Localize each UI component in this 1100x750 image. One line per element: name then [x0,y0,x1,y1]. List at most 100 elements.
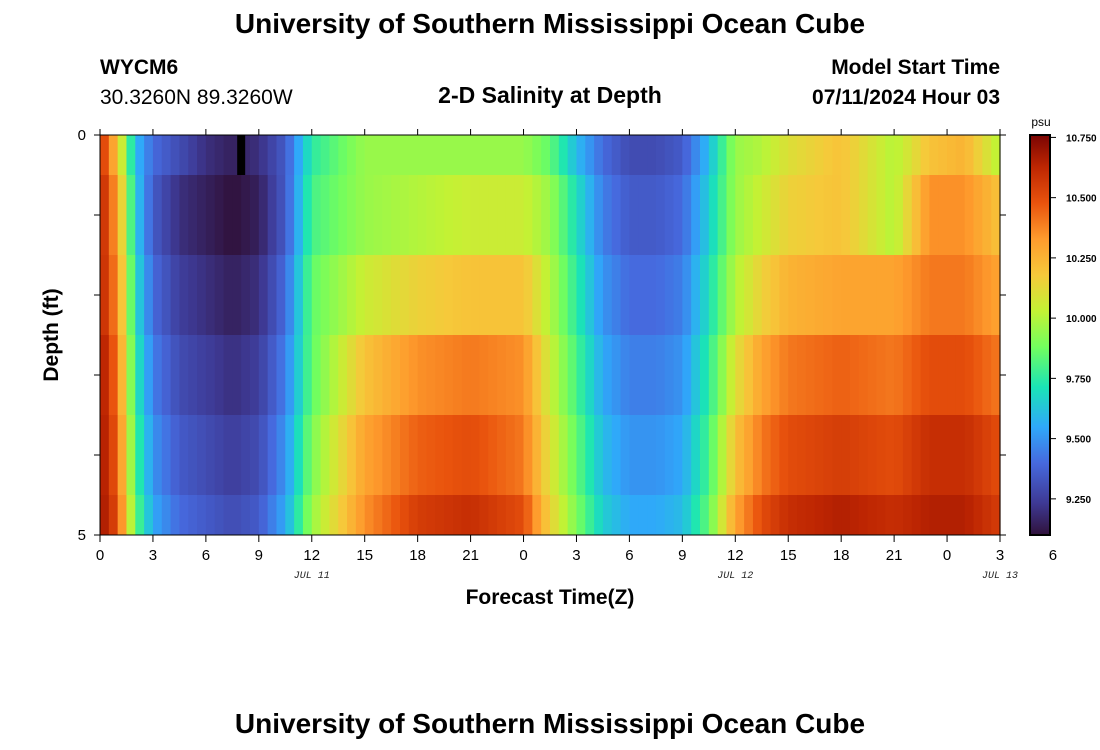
heatmap-cell [602,255,613,335]
heatmap-cell [550,415,560,495]
heatmap-cell [911,335,922,415]
footer-title: University of Southern Mississippi Ocean… [234,708,866,739]
heatmap-cell [170,255,181,335]
heatmap-cell [285,135,295,175]
heatmap-cell [982,335,992,415]
heatmap-cell [894,335,904,415]
heatmap-cell [470,175,481,255]
heatmap-cell [100,175,110,255]
heatmap-cell [276,255,286,335]
heatmap-cell [258,135,269,175]
heatmap-cell [779,335,789,415]
heatmap-cell [144,335,154,415]
heatmap-cell [505,335,516,415]
heatmap-cell [550,135,560,175]
heatmap-cell [947,335,957,415]
x-tick-label: 21 [886,547,903,564]
heatmap-cell [876,415,886,495]
heatmap-cell [620,495,631,535]
heatmap-cell [435,175,445,255]
heatmap-cell [364,415,375,495]
heatmap-cell [338,175,348,255]
heatmap-cell [461,135,472,175]
heatmap-cell [144,255,154,335]
heatmap-cell [161,175,172,255]
heatmap-cell [514,175,525,255]
heatmap-cell [682,135,692,175]
heatmap-cell [594,415,604,495]
heatmap-cell [426,255,436,335]
heatmap-cell [673,175,683,255]
heatmap-cell [594,175,604,255]
heatmap-cell [885,335,895,415]
heatmap-cell [576,135,586,175]
heatmap-cell [285,175,295,255]
heatmap-cell [320,175,331,255]
heatmap-cell [955,175,966,255]
heatmap-cell [902,135,913,175]
heatmap-cell [197,135,207,175]
heatmap-cell [250,135,260,175]
heatmap-cell [735,415,745,495]
heatmap-cell [541,255,551,335]
heatmap-cell [814,175,825,255]
heatmap-cell [629,415,639,495]
heatmap-cell [470,255,481,335]
heatmap-cell [991,335,1001,415]
heatmap-cell [938,135,948,175]
x-tick-labels: 0 3 6 9 12 15 18 21 0 3 6 9 12 15 18 21 0 3 6 [96,547,1057,564]
heatmap-cell [708,415,719,495]
heatmap-cell [126,415,136,495]
heatmap-cell [850,335,860,415]
heatmap-cell [682,175,692,255]
heatmap-cell [329,415,339,495]
heatmap-cell [602,415,613,495]
heatmap-cell [973,495,983,535]
colorbar-tick-label: 10.000 [1066,314,1097,325]
heatmap-cell [567,175,578,255]
heatmap-cell [532,495,542,535]
heatmap-cell [938,495,948,535]
heatmap-cell [726,495,736,535]
heatmap-cell [964,135,975,175]
heatmap-cell [488,255,498,335]
heatmap-cell [514,415,525,495]
heatmap-cell [161,135,172,175]
heatmap-cell [135,135,145,175]
heatmap-cell [250,495,260,535]
heatmap-cell [797,255,807,335]
heatmap-cell [232,135,242,175]
heatmap-cell [894,175,904,255]
heatmap-cell [135,495,145,535]
heatmap-cell [267,175,278,255]
heatmap-cell [126,335,136,415]
heatmap-cell [717,495,728,535]
heatmap-cell [382,135,392,175]
heatmap-cell [444,415,454,495]
heatmap-cell [258,335,269,415]
heatmap-cell [347,255,357,335]
heatmap-cell [373,335,383,415]
heatmap-cell [700,495,710,535]
heatmap-cell [152,255,163,335]
heatmap-cell [541,135,551,175]
heatmap-cell [373,175,383,255]
heatmap-cell [241,175,251,255]
heatmap-cell [479,175,489,255]
heatmap-cell [611,255,622,335]
heatmap-cell [541,175,551,255]
heatmap-cell [497,175,507,255]
heatmap-cell [355,335,366,415]
heatmap-cell [744,415,754,495]
heatmap-cell [629,255,639,335]
heatmap-cell [797,495,807,535]
heatmap-cell [426,495,436,535]
heatmap-cell [938,415,948,495]
heatmap-cell [585,255,595,335]
heatmap-cell [814,495,825,535]
heatmap-cell [611,135,622,175]
heatmap-cell [117,335,128,415]
heatmap-cell [832,255,842,335]
heatmap-cell [232,175,242,255]
colorbar-tick-label: 10.250 [1066,254,1097,265]
